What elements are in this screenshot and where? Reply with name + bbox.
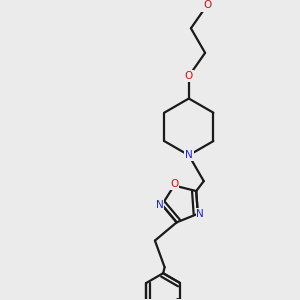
Text: N: N xyxy=(156,200,164,210)
Text: O: O xyxy=(185,71,193,81)
Text: O: O xyxy=(170,179,178,189)
Text: N: N xyxy=(196,209,204,219)
Text: N: N xyxy=(185,150,193,160)
Text: O: O xyxy=(203,0,211,10)
